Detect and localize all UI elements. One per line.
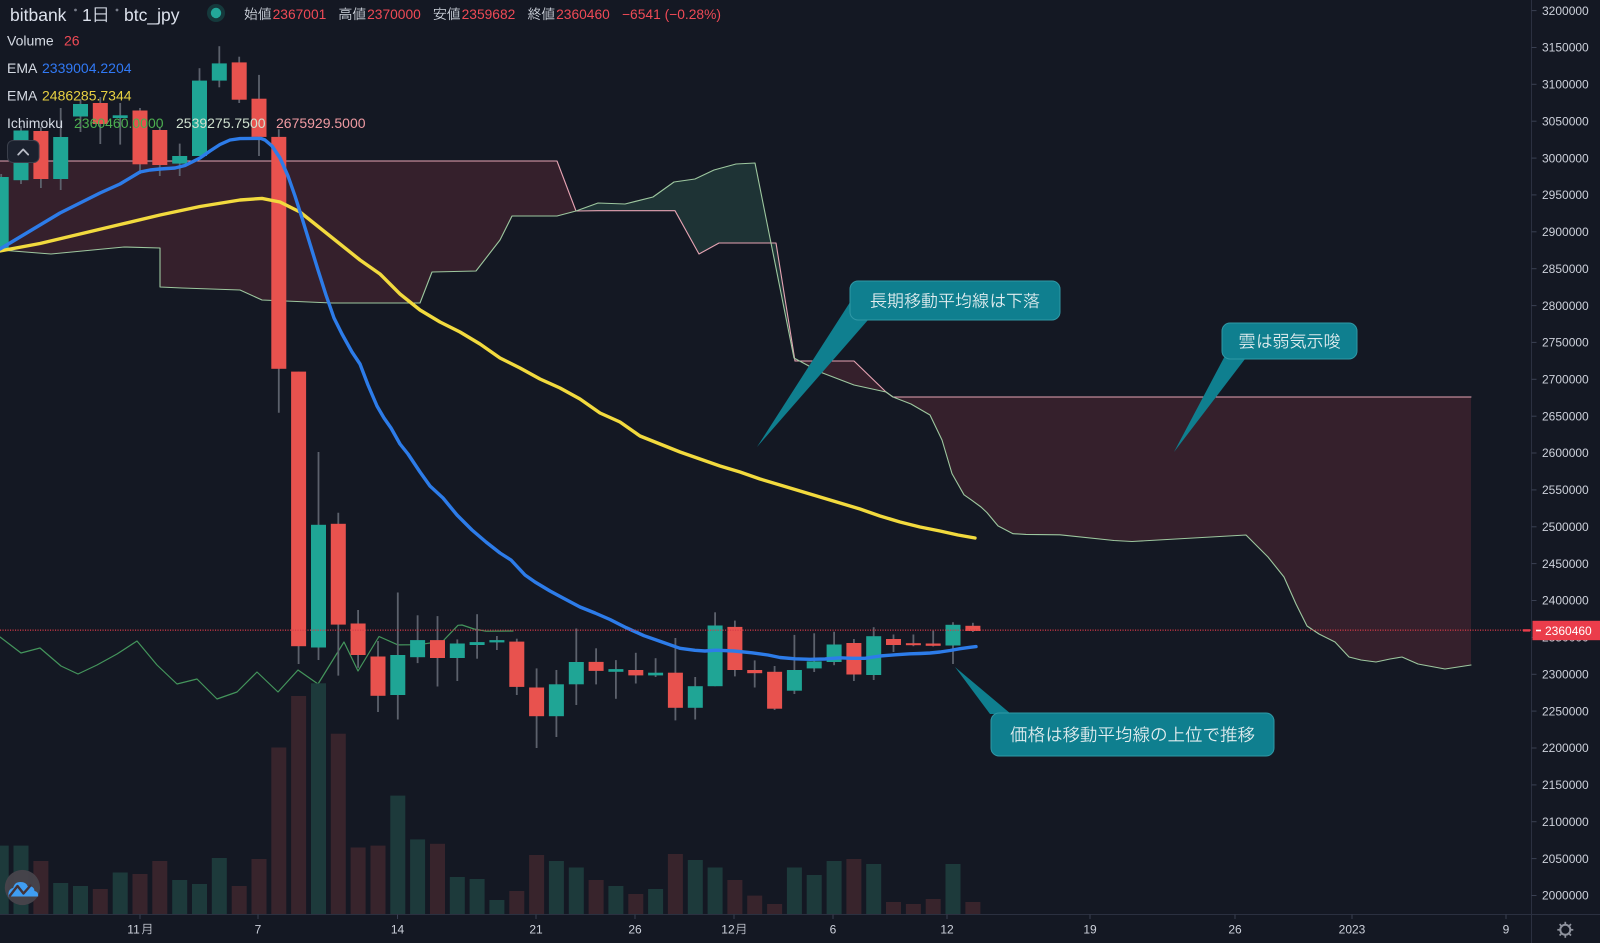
svg-text:2367001: 2367001	[273, 7, 327, 22]
svg-text:EMA: EMA	[7, 88, 38, 104]
svg-text:12: 12	[721, 923, 735, 937]
svg-text:21: 21	[529, 923, 543, 937]
svg-text:7: 7	[255, 923, 262, 937]
svg-text:3200000: 3200000	[1542, 4, 1589, 18]
svg-text:26: 26	[628, 923, 642, 937]
svg-text:2200000: 2200000	[1542, 741, 1589, 755]
svg-text:2900000: 2900000	[1542, 225, 1589, 239]
svg-text:19: 19	[1083, 923, 1097, 937]
svg-text:2050000: 2050000	[1542, 852, 1589, 866]
svg-text:2023: 2023	[1339, 923, 1366, 937]
svg-text:2850000: 2850000	[1542, 262, 1589, 276]
svg-text:Ichimoku: Ichimoku	[7, 115, 63, 131]
svg-text:2675929.5000: 2675929.5000	[276, 115, 366, 131]
svg-text:2250000: 2250000	[1542, 704, 1589, 718]
svg-text:2000000: 2000000	[1542, 889, 1589, 903]
svg-text:2550000: 2550000	[1542, 483, 1589, 497]
svg-text:3000000: 3000000	[1542, 151, 1589, 165]
svg-text:2450000: 2450000	[1542, 557, 1589, 571]
svg-text:11: 11	[127, 923, 140, 937]
svg-text:2360460: 2360460	[556, 7, 610, 22]
svg-text:EMA: EMA	[7, 60, 38, 76]
svg-text:12: 12	[940, 923, 954, 937]
svg-text:Volume: Volume	[7, 33, 54, 49]
svg-text:6: 6	[830, 923, 837, 937]
svg-text:2370000: 2370000	[367, 7, 421, 22]
svg-text:2600000: 2600000	[1542, 446, 1589, 460]
svg-text:2150000: 2150000	[1542, 778, 1589, 792]
svg-text:3100000: 3100000	[1542, 78, 1589, 92]
svg-text:1: 1	[82, 5, 92, 25]
svg-text:2800000: 2800000	[1542, 299, 1589, 313]
svg-text:2360460: 2360460	[1545, 624, 1592, 638]
svg-text:2539275.7500: 2539275.7500	[176, 115, 266, 131]
svg-text:2500000: 2500000	[1542, 520, 1589, 534]
svg-text:2100000: 2100000	[1542, 815, 1589, 829]
svg-text:−6541 (−0.28%): −6541 (−0.28%)	[622, 7, 721, 22]
svg-text:3150000: 3150000	[1542, 41, 1589, 55]
svg-text:btc_jpy: btc_jpy	[124, 5, 180, 26]
svg-text:3050000: 3050000	[1542, 114, 1589, 128]
svg-text:2339004.2204: 2339004.2204	[42, 60, 132, 76]
svg-text:26: 26	[64, 33, 80, 49]
svg-text:2650000: 2650000	[1542, 409, 1589, 423]
svg-text:2486285.7344: 2486285.7344	[42, 88, 132, 104]
svg-text:2700000: 2700000	[1542, 373, 1589, 387]
svg-text:2400000: 2400000	[1542, 594, 1589, 608]
svg-text:26: 26	[1228, 923, 1242, 937]
svg-text:bitbank: bitbank	[10, 5, 67, 25]
svg-text:2950000: 2950000	[1542, 188, 1589, 202]
svg-text:2359682: 2359682	[462, 7, 516, 22]
svg-text:14: 14	[391, 923, 405, 937]
svg-text:2300000: 2300000	[1542, 668, 1589, 682]
svg-text:9: 9	[1503, 923, 1510, 937]
svg-text:2750000: 2750000	[1542, 336, 1589, 350]
svg-text:2360460.0000: 2360460.0000	[74, 115, 164, 131]
